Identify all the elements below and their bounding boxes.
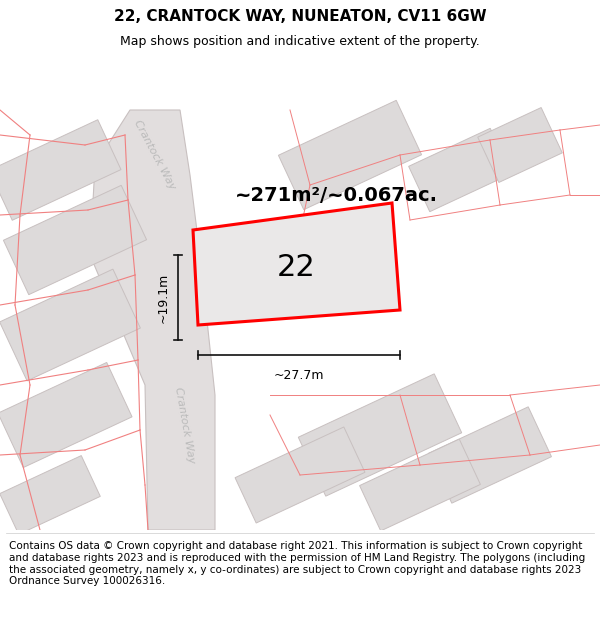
Polygon shape [0,456,100,534]
Polygon shape [409,128,511,212]
Text: Crantock Way: Crantock Way [133,119,178,191]
Polygon shape [278,101,422,209]
Text: Contains OS data © Crown copyright and database right 2021. This information is : Contains OS data © Crown copyright and d… [9,541,585,586]
Text: Crantock Way: Crantock Way [173,386,197,464]
Text: ~27.7m: ~27.7m [274,369,324,382]
Polygon shape [428,407,551,503]
Polygon shape [90,110,215,530]
Text: 22, CRANTOCK WAY, NUNEATON, CV11 6GW: 22, CRANTOCK WAY, NUNEATON, CV11 6GW [113,9,487,24]
Polygon shape [359,439,481,531]
Text: ~271m²/~0.067ac.: ~271m²/~0.067ac. [235,186,438,205]
Polygon shape [0,362,132,468]
Polygon shape [4,186,146,294]
Polygon shape [478,107,562,182]
Text: ~19.1m: ~19.1m [157,272,170,322]
Polygon shape [193,203,400,325]
Text: Map shows position and indicative extent of the property.: Map shows position and indicative extent… [120,35,480,48]
Polygon shape [0,269,140,381]
Polygon shape [298,374,462,496]
Polygon shape [235,427,365,523]
Polygon shape [0,120,121,220]
Text: 22: 22 [277,253,315,281]
